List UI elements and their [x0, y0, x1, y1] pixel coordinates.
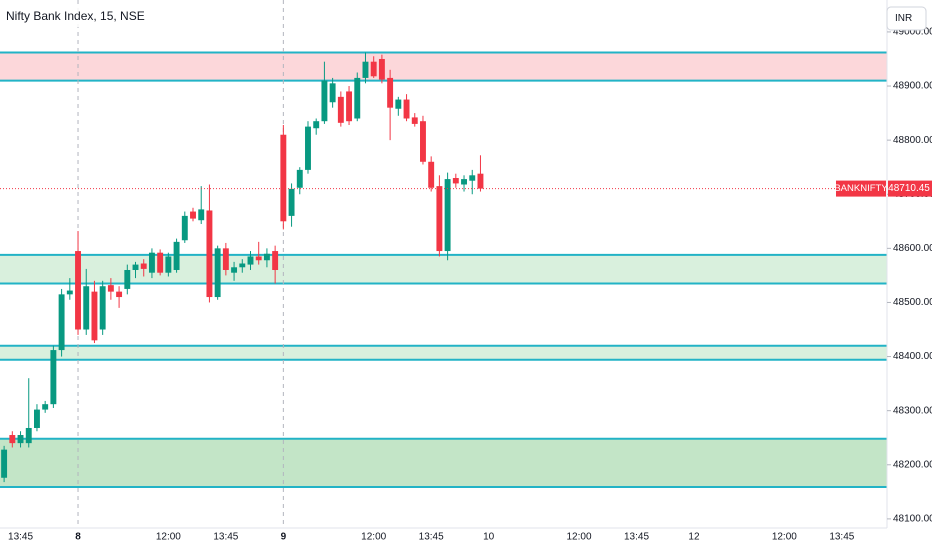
currency-label[interactable]: INR — [895, 13, 912, 24]
y-tick-label: 48200.00 — [893, 459, 932, 470]
x-tick-label: 10 — [483, 532, 495, 543]
candle-body — [34, 409, 40, 428]
candle-body — [411, 117, 418, 124]
candle-body — [124, 269, 131, 289]
price-label: 48710.45 — [888, 183, 930, 194]
candle-body — [99, 286, 106, 330]
candle-body — [428, 161, 435, 188]
candle-body — [25, 427, 32, 444]
x-tick-label: 12:00 — [361, 532, 386, 543]
candle-body — [378, 58, 385, 80]
y-tick-label: 48300.00 — [893, 405, 932, 416]
candle-body — [395, 99, 402, 109]
x-tick-label: 9 — [281, 532, 287, 543]
zone — [0, 345, 887, 360]
candle-body — [190, 211, 196, 219]
candle-body — [313, 121, 320, 129]
candle-body — [305, 126, 311, 170]
zone — [0, 254, 887, 284]
candle-body — [296, 169, 303, 188]
candle-body — [9, 435, 16, 444]
candle-body — [477, 173, 484, 189]
symbol-label: BANKNIFTY — [834, 183, 888, 194]
zone — [0, 52, 887, 81]
chart-title: Nifty Bank Index, 15, NSE — [6, 9, 145, 23]
y-tick-label: 48100.00 — [893, 514, 932, 525]
candle-body — [239, 263, 246, 268]
candle-body — [50, 350, 57, 405]
candle-body — [370, 61, 377, 77]
candle-body — [181, 215, 188, 241]
candle-body — [362, 61, 369, 78]
candle-body — [1, 449, 8, 478]
candle-body — [329, 83, 336, 103]
x-tick-label: 12 — [688, 532, 700, 543]
symbol-badge — [836, 180, 886, 197]
x-tick-label: 13:45 — [8, 532, 33, 543]
zone — [0, 438, 887, 487]
candle-body — [206, 210, 213, 298]
candle-body — [83, 286, 90, 330]
x-tick-label: 12:00 — [566, 532, 591, 543]
candle-body — [272, 251, 279, 270]
x-tick-label: 12:00 — [156, 532, 181, 543]
price-badge — [888, 180, 932, 197]
candle-body — [420, 121, 426, 162]
candle-body — [288, 188, 295, 216]
y-tick-label: 48500.00 — [893, 297, 932, 308]
candle-body — [116, 291, 123, 298]
candle-body — [198, 209, 205, 221]
candle-body — [173, 241, 180, 270]
y-tick-label: 48600.00 — [893, 243, 932, 254]
candle-body — [346, 91, 353, 122]
candle-body — [354, 77, 361, 119]
y-tick-label: 48800.00 — [893, 135, 932, 146]
candle-body — [214, 248, 221, 298]
candle-body — [165, 256, 172, 273]
candle-body — [255, 256, 262, 261]
candle-body — [17, 435, 24, 444]
candle-body — [148, 252, 155, 273]
candle-body — [107, 285, 114, 292]
candle-body — [280, 134, 287, 222]
candle-body — [132, 264, 139, 270]
candle-body — [157, 252, 164, 273]
candle-body — [452, 178, 459, 184]
price-axis — [887, 0, 932, 550]
x-tick-label: 8 — [75, 532, 81, 543]
candle-body — [436, 186, 443, 252]
candle-body — [222, 248, 229, 270]
candle-body — [231, 267, 238, 273]
candle-body — [444, 179, 451, 252]
candle-body — [337, 96, 344, 123]
x-tick-label: 13:45 — [213, 532, 238, 543]
candle-body — [469, 175, 476, 181]
x-tick-label: 12:00 — [772, 532, 797, 543]
candle-body — [91, 291, 98, 341]
candle-body — [461, 179, 467, 185]
candle-body — [403, 99, 410, 119]
x-tick-label: 13:45 — [419, 532, 444, 543]
y-tick-label: 48400.00 — [893, 351, 932, 362]
candle-body — [140, 263, 147, 269]
candle-body — [247, 256, 254, 265]
x-tick-label: 13:45 — [829, 532, 854, 543]
y-tick-label: 49000.00 — [893, 27, 932, 38]
candle-body — [42, 404, 49, 410]
y-tick-label: 48900.00 — [893, 81, 932, 92]
candle-body — [75, 251, 81, 330]
currency-button[interactable] — [886, 6, 927, 31]
candle-body — [66, 290, 73, 295]
candle-body — [321, 80, 328, 122]
candle-body — [387, 77, 394, 108]
candle-body — [58, 294, 65, 351]
x-tick-label: 13:45 — [624, 532, 649, 543]
candle-body — [263, 253, 270, 261]
title-bg — [0, 7, 118, 27]
